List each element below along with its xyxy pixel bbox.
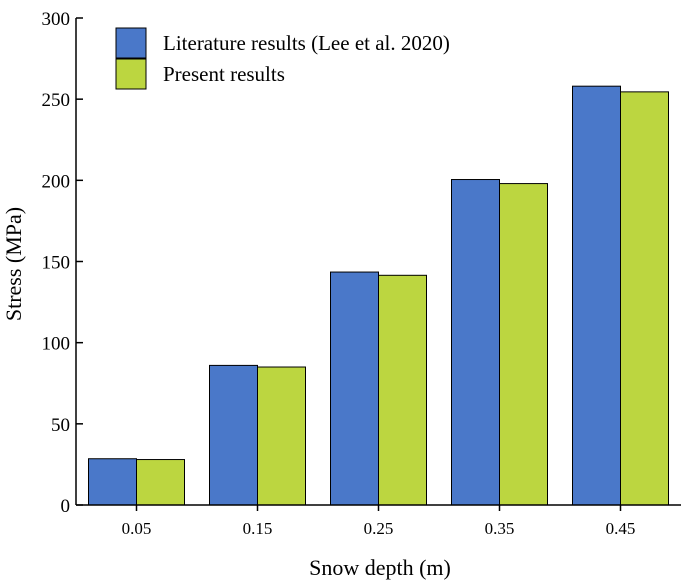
- x-tick-label: 0.05: [122, 519, 152, 538]
- x-axis-title: Snow depth (m): [309, 555, 451, 580]
- bar-present-3: [499, 183, 548, 506]
- y-ticks: 0 50 100 150 200 250 300: [42, 9, 83, 517]
- x-ticks: 0.05 0.15 0.25 0.35 0.45: [122, 505, 636, 538]
- y-axis-title: Stress (MPa): [1, 207, 26, 321]
- x-tick-label: 0.15: [243, 519, 273, 538]
- legend-swatch-literature: [115, 27, 147, 59]
- bar-literature-4: [572, 85, 621, 506]
- x-tick-label: 0.35: [485, 519, 515, 538]
- y-tick-label: 50: [51, 415, 70, 436]
- legend: Literature results (Lee et al. 2020) Pre…: [115, 27, 450, 90]
- y-tick-label: 100: [42, 334, 71, 355]
- bars: [88, 85, 669, 506]
- bar-present-4: [620, 91, 669, 506]
- bar-literature-2: [330, 271, 379, 506]
- y-tick-label: 250: [42, 90, 71, 111]
- y-tick-label: 150: [42, 253, 71, 274]
- legend-label-present: Present results: [163, 62, 285, 86]
- legend-label-literature: Literature results (Lee et al. 2020): [163, 31, 450, 55]
- legend-swatch-present: [115, 58, 147, 90]
- bar-present-1: [257, 366, 306, 506]
- y-tick-label: 300: [42, 9, 71, 30]
- x-tick-label: 0.25: [364, 519, 394, 538]
- bar-present-2: [378, 274, 427, 506]
- y-tick-label: 200: [42, 171, 71, 192]
- bar-literature-1: [209, 364, 258, 506]
- bar-literature-3: [451, 179, 500, 506]
- bar-literature-0: [88, 458, 137, 506]
- x-tick-label: 0.45: [606, 519, 636, 538]
- y-tick-label: 0: [61, 496, 71, 517]
- bar-present-0: [136, 459, 185, 506]
